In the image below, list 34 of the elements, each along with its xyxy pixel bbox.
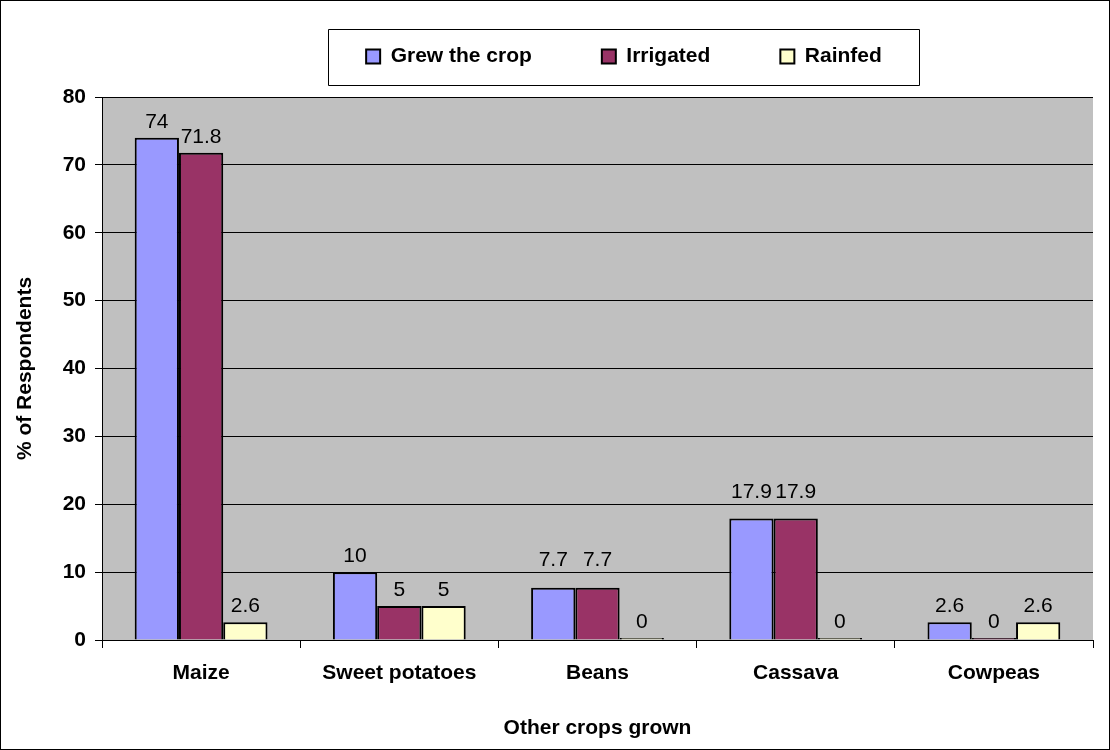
x-tick-label: Maize bbox=[172, 660, 230, 684]
y-tick-label: 80 bbox=[62, 83, 86, 107]
x-tick-label: Sweet potatoes bbox=[322, 660, 477, 684]
data-label: 10 bbox=[343, 543, 367, 567]
y-tick-label: 40 bbox=[62, 355, 86, 379]
x-tick-label: Cowpeas bbox=[947, 660, 1040, 684]
y-tick-label: 60 bbox=[62, 219, 86, 243]
data-label: 7.7 bbox=[538, 547, 568, 571]
y-tick-label: 50 bbox=[62, 287, 86, 311]
x-tick-label: Cassava bbox=[753, 660, 839, 684]
data-label: 2.6 bbox=[230, 593, 260, 617]
legend-label: Irrigated bbox=[626, 43, 711, 67]
legend-label: Rainfed bbox=[804, 43, 882, 67]
data-label: 7.7 bbox=[582, 547, 613, 571]
y-tick-label: 70 bbox=[62, 151, 86, 175]
legend-label: Grew the crop bbox=[390, 43, 532, 67]
data-label: 17.9 bbox=[775, 479, 817, 503]
data-label: 0 bbox=[834, 609, 846, 632]
data-label: 17.9 bbox=[731, 479, 772, 503]
y-tick-label: 30 bbox=[62, 423, 86, 447]
y-tick-label: 0 bbox=[74, 626, 86, 650]
data-label: 0 bbox=[635, 609, 648, 632]
x-tick-label: Beans bbox=[565, 660, 630, 684]
y-tick-label: 10 bbox=[62, 558, 86, 582]
data-label: 71.8 bbox=[180, 123, 222, 147]
x-axis-title: Other crops grown bbox=[503, 715, 692, 739]
y-tick-label: 20 bbox=[62, 491, 86, 515]
data-label: 5 bbox=[437, 577, 450, 601]
data-label: 74 bbox=[145, 108, 169, 132]
y-axis-title: % of Respondents bbox=[12, 276, 36, 461]
data-label: 5 bbox=[393, 577, 406, 601]
data-label: 2.6 bbox=[1023, 593, 1053, 617]
data-label: 0 bbox=[988, 609, 1000, 632]
data-label: 2.6 bbox=[935, 593, 965, 617]
